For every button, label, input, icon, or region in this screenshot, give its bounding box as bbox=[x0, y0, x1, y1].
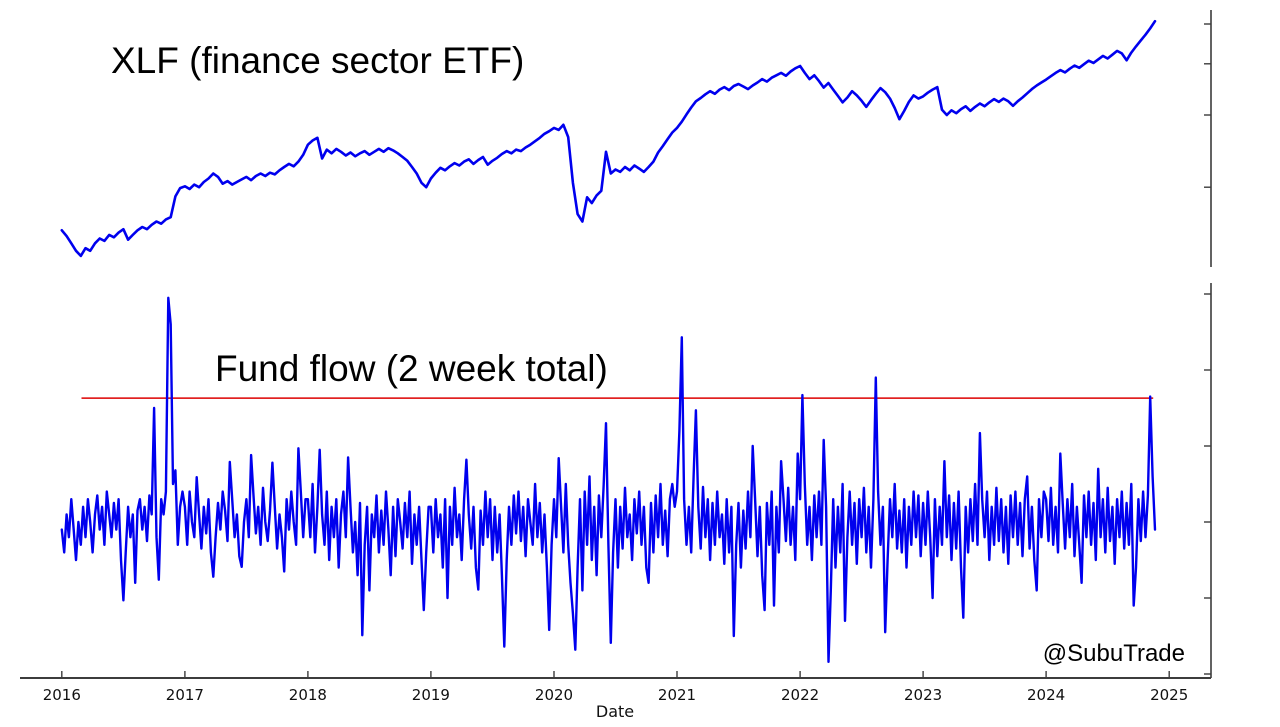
x-tick-label: 2024 bbox=[1027, 686, 1065, 704]
top-panel-title: XLF (finance sector ETF) bbox=[111, 40, 524, 81]
fund-flow-line bbox=[60, 296, 1157, 663]
x-tick-label: 2017 bbox=[166, 686, 204, 704]
price-line bbox=[60, 19, 1157, 258]
x-tick-label: 2016 bbox=[43, 686, 81, 704]
bottom-panel: Fund flow (2 week total) @SubuTrade bbox=[60, 283, 1212, 678]
top-right-ticks bbox=[1204, 23, 1211, 188]
x-tick-label: 2019 bbox=[412, 686, 450, 704]
x-tick-label: 2025 bbox=[1150, 686, 1188, 704]
x-tick-label: 2023 bbox=[904, 686, 942, 704]
x-axis-title: Date bbox=[596, 702, 634, 721]
top-panel: XLF (finance sector ETF) bbox=[60, 10, 1212, 267]
x-tick-label: 2018 bbox=[289, 686, 327, 704]
x-tick-label: 2020 bbox=[535, 686, 573, 704]
x-tick-label: 2022 bbox=[781, 686, 819, 704]
watermark: @SubuTrade bbox=[1043, 640, 1185, 667]
bottom-right-ticks bbox=[1204, 293, 1211, 675]
x-axis-tick-labels: 2016 2017 2018 2019 2020 2021 2022 2023 2024 2025 bbox=[43, 686, 1189, 704]
x-tick-label: 2021 bbox=[658, 686, 696, 704]
x-axis: 2016 2017 2018 2019 2020 2021 2022 2023 2024 2025… bbox=[20, 671, 1211, 721]
bottom-panel-title: Fund flow (2 week total) bbox=[215, 348, 608, 389]
x-axis-ticks bbox=[61, 671, 1170, 678]
